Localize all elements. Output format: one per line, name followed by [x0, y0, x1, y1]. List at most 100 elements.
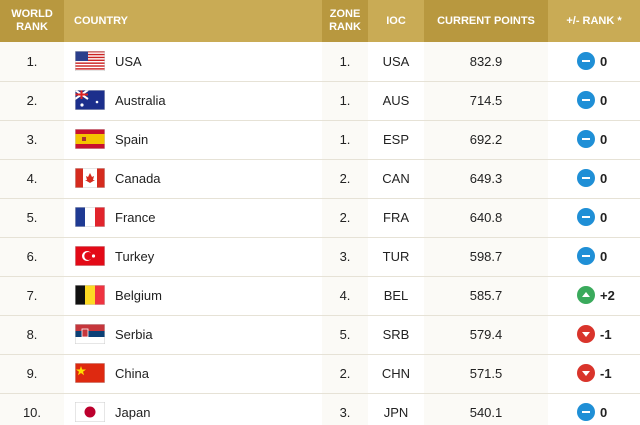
column-header: ZONE RANK: [322, 0, 368, 42]
rank-change: -1: [600, 366, 612, 381]
cell: JPN: [383, 405, 409, 420]
cell: 649.3: [469, 171, 503, 186]
column-bg: [368, 42, 425, 425]
flag-icon: [75, 402, 105, 422]
cell: 4.: [26, 171, 38, 186]
cell: 1.: [339, 132, 351, 147]
trend-icon: [577, 403, 595, 421]
country-name: Spain: [115, 132, 149, 147]
country-name: Turkey: [115, 249, 155, 264]
cell: 10.: [22, 405, 42, 420]
cell: 714.5: [469, 93, 503, 108]
cell: 9.: [26, 366, 38, 381]
cell: 1.: [339, 54, 351, 69]
cell: 4.: [339, 288, 351, 303]
cell: BEL: [383, 288, 409, 303]
cell: 692.2: [469, 132, 503, 147]
trend-icon: [577, 169, 595, 187]
country-name: USA: [115, 54, 142, 69]
row-separator: [0, 120, 640, 121]
cell: 8.: [26, 327, 38, 342]
column-header: +/- RANK *: [548, 0, 640, 42]
cell: 598.7: [469, 249, 503, 264]
trend-icon: [577, 286, 595, 304]
cell: 832.9: [469, 54, 503, 69]
cell: 5.: [339, 327, 351, 342]
cell: 2.: [339, 210, 351, 225]
cell: FRA: [383, 210, 409, 225]
rank-change: 0: [600, 249, 608, 264]
flag-icon: [75, 324, 105, 344]
cell: CAN: [382, 171, 410, 186]
cell: 5.: [26, 210, 38, 225]
cell: 3.: [26, 132, 38, 147]
cell: 2.: [339, 171, 351, 186]
country-name: China: [115, 366, 149, 381]
rank-change: +2: [600, 288, 615, 303]
row-separator: [0, 315, 640, 316]
cell: 1.: [26, 54, 38, 69]
cell: 1.: [339, 93, 351, 108]
trend-icon: [577, 208, 595, 226]
rank-change: 0: [600, 210, 608, 225]
trend-icon: [577, 52, 595, 70]
cell: 3.: [339, 249, 351, 264]
cell: 2.: [26, 93, 38, 108]
cell: 2.: [339, 366, 351, 381]
cell: 540.1: [469, 405, 503, 420]
rank-change: 0: [600, 171, 608, 186]
rank-change: 0: [600, 93, 608, 108]
country-name: Serbia: [115, 327, 153, 342]
row-separator: [0, 276, 640, 277]
cell: CHN: [381, 366, 411, 381]
flag-icon: [75, 51, 105, 71]
cell: 3.: [339, 405, 351, 420]
column-bg: [64, 42, 323, 425]
trend-icon: [577, 247, 595, 265]
rank-change: 0: [600, 132, 608, 147]
flag-icon: [75, 246, 105, 266]
cell: 7.: [26, 288, 38, 303]
row-separator: [0, 198, 640, 199]
row-separator: [0, 237, 640, 238]
flag-icon: [75, 207, 105, 227]
cell: 579.4: [469, 327, 503, 342]
trend-icon: [577, 325, 595, 343]
cell: 6.: [26, 249, 38, 264]
trend-icon: [577, 130, 595, 148]
row-separator: [0, 81, 640, 82]
cell: SRB: [382, 327, 410, 342]
country-name: Belgium: [115, 288, 162, 303]
column-bg: [548, 42, 640, 425]
rank-change: 0: [600, 405, 608, 420]
flag-icon: [75, 90, 105, 110]
flag-icon: [75, 285, 105, 305]
cell: 585.7: [469, 288, 503, 303]
cell: 571.5: [469, 366, 503, 381]
flag-icon: [75, 168, 105, 188]
cell: 640.8: [469, 210, 503, 225]
column-header: COUNTRY: [64, 0, 322, 42]
trend-icon: [577, 91, 595, 109]
column-header: IOC: [368, 0, 424, 42]
rank-change: 0: [600, 54, 608, 69]
flag-icon: [75, 363, 105, 383]
flag-icon: [75, 129, 105, 149]
country-name: Australia: [115, 93, 166, 108]
column-header: WORLD RANK: [0, 0, 64, 42]
column-bg: [424, 42, 549, 425]
row-separator: [0, 159, 640, 160]
country-name: France: [115, 210, 156, 225]
row-separator: [0, 354, 640, 355]
cell: AUS: [382, 93, 410, 108]
cell: ESP: [382, 132, 409, 147]
row-separator: [0, 393, 640, 394]
rank-change: -1: [600, 327, 612, 342]
cell: USA: [382, 54, 410, 69]
cell: TUR: [382, 249, 410, 264]
column-header: CURRENT POINTS: [424, 0, 548, 42]
country-name: Japan: [115, 405, 151, 420]
trend-icon: [577, 364, 595, 382]
country-name: Canada: [115, 171, 161, 186]
